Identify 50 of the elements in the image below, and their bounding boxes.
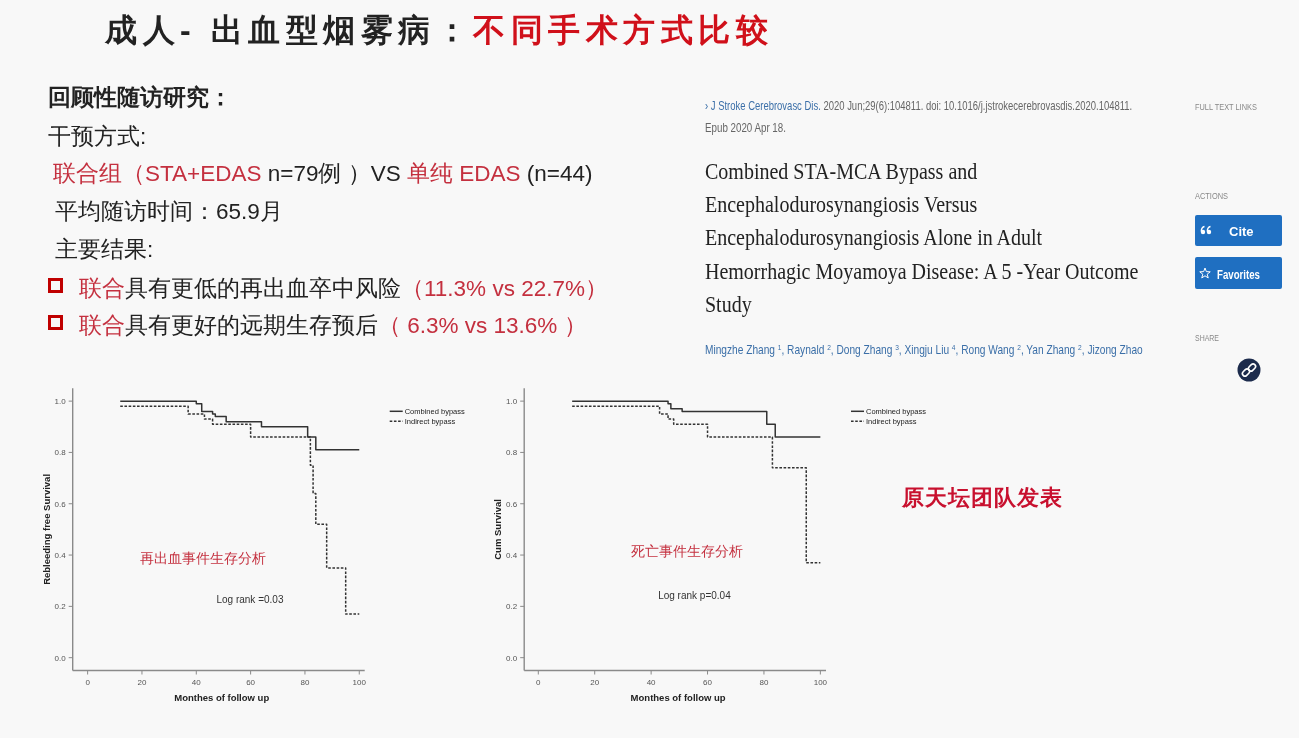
text: Mingzhe Zhang $^{1}$, Raynald $^{2}$, Dong Zhang $^{3}$, Xingju Liu $^{4}$, Rong Wang $^{2}$, Yan Zhang $^{2}$, Jizong Zhao — [705, 341, 1143, 357]
x-tick-label: 80 — [300, 677, 310, 687]
text: 成人- 出血型烟雾病：不同手术方式比较 — [104, 12, 774, 48]
annotation: Log rank =0.03 — [216, 594, 284, 606]
x-tick-label: 60 — [246, 677, 256, 687]
annotation: Log rank p=0.04 — [658, 590, 732, 602]
text: 联合组（STA+EDAS n=79例 ）VS 单纯 EDAS (n=44) — [53, 161, 593, 186]
x-tick-label: 40 — [646, 677, 657, 687]
x-tick-label: 40 — [191, 677, 202, 687]
text: SHARE — [1195, 331, 1220, 344]
text: 干预方式: — [48, 124, 147, 149]
x-tick-label: 0 — [536, 677, 542, 687]
y-tick-label: 0.4 — [54, 551, 67, 561]
text: Favorites — [1217, 267, 1260, 282]
x-tick-label: 100 — [813, 677, 828, 687]
y-tick-label: 0.2 — [54, 602, 67, 612]
text: Cite — [1229, 224, 1254, 239]
x-axis-title: Monthes of follow up — [174, 691, 270, 703]
y-tick-label: 1.0 — [506, 397, 518, 407]
annotation: 死亡事件生存分析 — [630, 543, 743, 560]
y-tick-label: 0.6 — [54, 499, 67, 509]
x-tick-label: 0 — [85, 677, 91, 687]
text: 联合具有更好的远期生存预后（ 6.3% vs 13.6% ） — [79, 313, 587, 338]
y-tick-label: 0.8 — [506, 448, 518, 458]
y-axis-title: Cum Survival — [492, 499, 504, 560]
x-tick-label: 20 — [137, 677, 147, 687]
y-tick-label: 0.2 — [506, 602, 518, 612]
x-tick-label: 60 — [703, 677, 713, 687]
x-axis-title: Monthes of follow up — [630, 691, 726, 703]
y-tick-label: 0.4 — [506, 551, 518, 561]
x-tick-label: 20 — [590, 677, 600, 687]
text: 主要结果: — [55, 237, 154, 262]
text: 原天坛团队发表 — [901, 485, 1063, 510]
y-tick-label: 0.0 — [54, 653, 67, 663]
text: 联合具有更低的再出血卒中风险（11.3% vs 22.7%） — [79, 276, 608, 301]
y-tick-label: 1.0 — [54, 397, 67, 407]
text: › J Stroke Cerebrovasc Dis. 2020 Jun;29(6):104811. doi: 10.1016/j.jstrokecerebrovasdis.2020.104811. — [705, 98, 1133, 113]
text: ACTIONS — [1195, 190, 1229, 202]
x-tick-label: 100 — [352, 677, 367, 687]
y-axis-title: Rebleeding free Survival — [40, 473, 52, 585]
text: 平均随访时间：65.9月 — [55, 199, 283, 224]
text: Epub 2020 Apr 18. — [705, 121, 786, 135]
text: FULL TEXT LINKS — [1195, 101, 1258, 113]
annotation: 再出血事件生存分析 — [140, 549, 267, 566]
text: 回顾性随访研究： — [48, 84, 232, 110]
y-tick-label: 0.6 — [506, 499, 518, 509]
text: Combined STA-MCA Bypass and Encephalodurosynangiosis Versus Encephalodurosynangiosis Alone in Adult Hemorrhagic Moyamoya Disease: A 5 -Year Outcome Study — [705, 157, 1139, 318]
x-tick-label: 80 — [759, 677, 769, 687]
y-tick-label: 0.8 — [54, 448, 67, 458]
y-tick-label: 0.0 — [506, 653, 518, 663]
